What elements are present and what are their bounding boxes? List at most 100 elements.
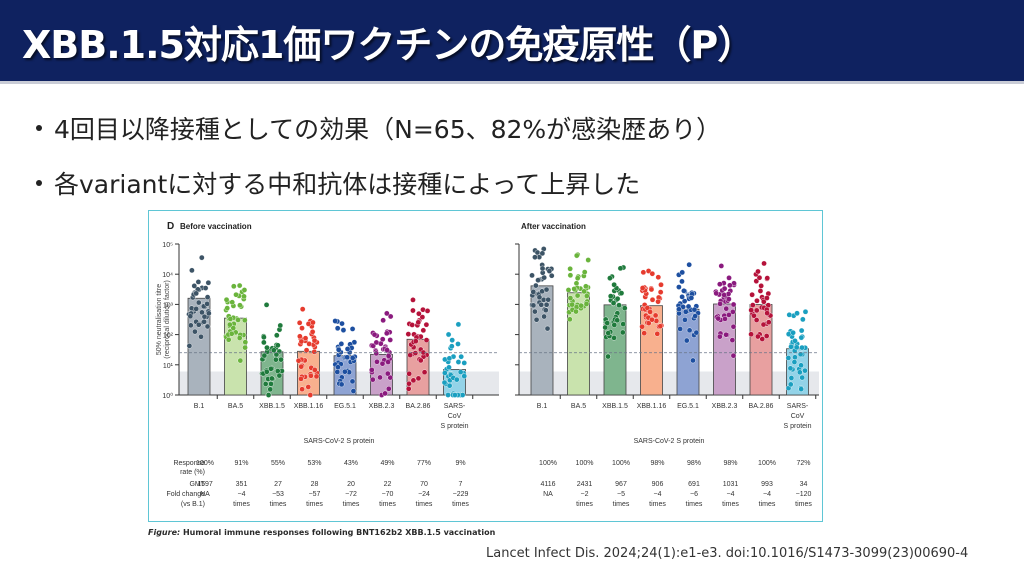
data-point (449, 343, 455, 350)
response-rate-value: 53% (307, 460, 321, 467)
x-tick-label: S protein (440, 423, 468, 430)
figure-caption-prefix: Figure: (148, 528, 181, 537)
response-rate-value: 91% (234, 460, 248, 467)
fold-change-value: NA (543, 491, 553, 498)
data-point (794, 310, 800, 317)
fold-change-value: NA (200, 491, 210, 498)
data-point (787, 381, 794, 388)
fold-change-unit: times (722, 501, 739, 508)
data-point (530, 302, 537, 309)
x-tick-label: B.1 (194, 403, 205, 410)
data-point (385, 385, 392, 392)
data-point (277, 322, 284, 329)
data-point (312, 367, 318, 373)
data-point (755, 268, 761, 275)
data-point (299, 306, 306, 312)
data-point (654, 331, 661, 337)
data-point (241, 287, 248, 293)
data-point (729, 337, 736, 343)
data-point (424, 308, 431, 314)
data-point (759, 336, 766, 342)
data-point (263, 302, 270, 308)
data-point (581, 269, 588, 275)
fold-change-unit: times (452, 501, 469, 508)
data-point (760, 321, 767, 328)
data-point (373, 339, 380, 346)
x-tick-label: EG.5.1 (677, 403, 699, 410)
gmt-value: 1597 (197, 481, 213, 488)
data-point (446, 364, 452, 371)
data-point (350, 388, 357, 394)
data-point (730, 352, 737, 359)
data-point (798, 334, 805, 341)
data-point (567, 316, 573, 323)
data-point (384, 347, 390, 353)
data-point (265, 392, 272, 398)
fold-change-value: −4 (727, 491, 735, 498)
panel-title: After vaccination (521, 222, 586, 231)
data-point (799, 374, 805, 381)
x-tick-label: CoV (791, 413, 805, 420)
data-point (798, 362, 804, 369)
bar-ba-2-86 (749, 304, 773, 396)
x-tick-label: XBB.2.3 (369, 403, 395, 410)
response-rate-value: 100% (196, 460, 214, 467)
slide-title-bar: XBB.1.5対応1価ワクチンの免疫原性（P） (0, 0, 1024, 84)
data-point (680, 304, 686, 310)
x-tick-label: S protein (783, 423, 811, 430)
gmt-value: 22 (384, 481, 392, 488)
data-point (649, 270, 656, 277)
data-point (574, 292, 581, 299)
data-point (237, 302, 243, 309)
data-point (186, 343, 193, 349)
data-point (205, 279, 212, 286)
data-point (379, 360, 386, 367)
data-point (339, 320, 345, 327)
data-point (688, 295, 695, 301)
fold-change-value: −4 (238, 491, 246, 498)
data-point (800, 316, 806, 323)
gmt-value: 20 (347, 481, 355, 488)
data-point (797, 369, 803, 376)
data-point (385, 359, 391, 365)
data-point (198, 333, 204, 340)
data-point (377, 374, 383, 381)
data-point (452, 392, 458, 398)
data-point (569, 301, 575, 308)
data-point (723, 305, 730, 312)
data-point (410, 377, 417, 384)
data-point (791, 359, 798, 365)
figure-caption-text: Humoral immune responses following BNT16… (180, 528, 496, 537)
data-point (785, 355, 792, 361)
data-point (764, 310, 770, 316)
data-point (302, 335, 309, 342)
data-point (369, 376, 376, 383)
data-point (199, 309, 205, 316)
data-point (191, 283, 198, 289)
data-point (445, 331, 452, 338)
data-point (730, 323, 737, 330)
data-point (618, 290, 625, 296)
data-point (269, 375, 275, 382)
x-axis-label: SARS-CoV-2 S protein (304, 438, 375, 445)
response-rate-value: 77% (417, 460, 431, 467)
data-point (787, 365, 794, 372)
data-point (658, 281, 664, 288)
data-point (457, 369, 464, 375)
data-point (271, 347, 277, 354)
data-point (682, 317, 688, 323)
data-point (639, 323, 645, 330)
data-point (604, 320, 611, 326)
data-point (268, 365, 274, 372)
data-point (730, 309, 736, 315)
gmt-value: 70 (420, 481, 428, 488)
fold-change-unit: times (613, 501, 630, 508)
y-tick-label: 10² (163, 333, 174, 340)
data-point (726, 296, 732, 302)
data-point (677, 326, 683, 332)
data-point (455, 321, 462, 328)
bullet-2-text: 各variantに対する中和抗体は接種によって上昇した (54, 170, 641, 199)
gmt-value: 993 (761, 481, 773, 488)
data-point (441, 379, 448, 386)
data-point (798, 327, 805, 334)
